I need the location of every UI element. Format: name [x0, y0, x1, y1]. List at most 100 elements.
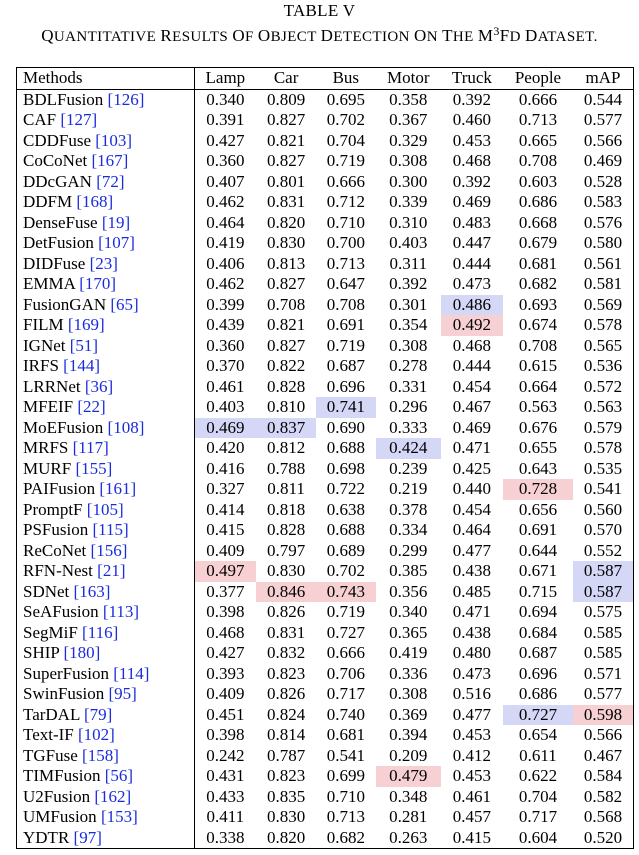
- value-cell-bus: 0.689: [326, 540, 365, 560]
- value-cell-map: 0.585: [583, 622, 623, 642]
- value-cell-people: 0.563: [518, 397, 558, 417]
- value-cell-truck: 0.473: [452, 274, 492, 294]
- value-cell-bus: 0.699: [326, 766, 365, 786]
- table-row: BDLFusion [126] 0.340 0.809 0.695 0.358 0.392…: [16, 89, 634, 110]
- value-cell-lamp: 0.407: [206, 171, 245, 191]
- value-cell-people: 0.674: [518, 315, 558, 335]
- table-row: SDNet [163] 0.377 0.846 0.743 0.356 0.485 0.71…: [16, 581, 634, 602]
- citation-link[interactable]: [65]: [110, 294, 139, 314]
- value-cell-lamp: 0.431: [206, 766, 245, 786]
- method-name: SHIP [180]: [16, 643, 195, 664]
- column-header-car: Car: [256, 67, 316, 90]
- value-cell-lamp: 0.411: [206, 807, 245, 827]
- value-cell-truck: 0.471: [452, 438, 492, 458]
- citation-link[interactable]: [102]: [78, 725, 115, 745]
- value-cell-bus: 0.698: [326, 458, 365, 478]
- citation-link[interactable]: [115]: [92, 520, 129, 540]
- value-cell-people: 0.681: [518, 253, 558, 273]
- value-cell-car: 0.809: [266, 89, 306, 109]
- citation-link[interactable]: [126]: [107, 89, 145, 109]
- citation-link[interactable]: [156]: [90, 540, 128, 560]
- value-cell-people: 0.611: [519, 745, 557, 765]
- value-cell-truck: 0.438: [452, 561, 492, 581]
- value-cell-bus: 0.688: [326, 438, 365, 458]
- table-row: Text-IF [102] 0.398 0.814 0.681 0.394 0.453 0.…: [16, 725, 634, 746]
- citation-link[interactable]: [158]: [82, 745, 119, 765]
- method-name: CoCoNet [167]: [16, 151, 195, 172]
- value-cell-lamp: 0.427: [206, 643, 245, 663]
- value-cell-motor: 0.336: [389, 663, 428, 683]
- column-header-methods: Methods: [16, 67, 195, 90]
- value-cell-map: 0.569: [583, 294, 623, 314]
- value-cell-lamp: 0.327: [206, 479, 245, 499]
- value-cell-people: 0.686: [518, 684, 558, 704]
- citation-link[interactable]: [161]: [99, 479, 137, 499]
- value-cell-car: 0.818: [266, 499, 306, 519]
- value-cell-people: 0.715: [518, 581, 558, 601]
- citation-link[interactable]: [105]: [86, 499, 124, 519]
- citation-link[interactable]: [113]: [102, 602, 140, 622]
- value-cell-bus: 0.638: [326, 499, 365, 519]
- citation-link[interactable]: [168]: [76, 192, 114, 212]
- value-cell-motor: 0.278: [389, 356, 428, 376]
- citation-link[interactable]: [97]: [73, 827, 102, 847]
- value-cell-bus: 0.681: [326, 725, 365, 745]
- citation-link[interactable]: [163]: [73, 581, 111, 601]
- value-cell-truck: 0.457: [452, 807, 492, 827]
- value-cell-people: 0.676: [518, 417, 558, 437]
- citation-link[interactable]: [103]: [95, 130, 133, 150]
- citation-link[interactable]: [127]: [60, 110, 98, 130]
- citation-link[interactable]: [114]: [113, 663, 150, 683]
- results-table: Methods Lamp Car Bus Motor Truck People mAP BDL…: [16, 67, 634, 849]
- citation-link[interactable]: [23]: [89, 253, 118, 273]
- value-cell-car: 0.821: [266, 315, 306, 335]
- value-cell-truck: 0.440: [452, 479, 492, 499]
- value-cell-bus: 0.702: [326, 110, 365, 130]
- citation-link[interactable]: [170]: [79, 274, 117, 294]
- citation-link[interactable]: [56]: [104, 766, 134, 786]
- value-cell-lamp: 0.420: [206, 438, 245, 458]
- column-header-people: People: [502, 67, 574, 90]
- method-name: UMFusion [153]: [16, 807, 195, 828]
- value-cell-truck: 0.492: [440, 315, 503, 336]
- citation-link[interactable]: [180]: [63, 643, 101, 663]
- value-cell-truck: 0.453: [452, 130, 492, 150]
- value-cell-map: 0.528: [583, 171, 623, 191]
- citation-link[interactable]: [107]: [98, 233, 135, 253]
- value-cell-car: 0.822: [266, 356, 306, 376]
- value-cell-car: 0.801: [266, 171, 306, 191]
- value-cell-bus: 0.682: [326, 827, 365, 847]
- value-cell-bus: 0.706: [326, 663, 365, 683]
- table-row: PromptF [105] 0.414 0.818 0.638 0.378 0.454 0.…: [16, 499, 634, 520]
- value-cell-people: 0.717: [518, 807, 558, 827]
- citation-link[interactable]: [72]: [96, 171, 125, 191]
- citation-link[interactable]: [144]: [63, 356, 100, 376]
- citation-link[interactable]: [108]: [107, 417, 145, 437]
- citation-link[interactable]: [116]: [82, 622, 119, 642]
- citation-link[interactable]: [79]: [83, 704, 113, 724]
- citation-link[interactable]: [95]: [108, 684, 137, 704]
- value-cell-lamp: 0.433: [206, 786, 245, 806]
- citation-link[interactable]: [117]: [72, 438, 109, 458]
- table-row: PAIFusion [161] 0.327 0.811 0.722 0.219 0.440…: [16, 479, 634, 500]
- method-name: PAIFusion [161]: [16, 479, 195, 500]
- value-cell-map: 0.561: [583, 253, 623, 273]
- citation-link[interactable]: [155]: [75, 458, 113, 478]
- value-cell-truck: 0.444: [452, 356, 492, 376]
- value-cell-bus: 0.722: [326, 479, 365, 499]
- citation-link[interactable]: [162]: [94, 786, 132, 806]
- value-cell-truck: 0.454: [452, 499, 492, 519]
- citation-link[interactable]: [22]: [77, 397, 106, 417]
- citation-link[interactable]: [36]: [84, 376, 114, 396]
- citation-link[interactable]: [153]: [100, 807, 138, 827]
- table-row: DenseFuse [19] 0.464 0.820 0.710 0.310 0.483 0…: [16, 212, 634, 233]
- citation-link[interactable]: [51]: [69, 335, 99, 355]
- table-row: DDcGAN [72] 0.407 0.801 0.666 0.300 0.392 0.60…: [16, 171, 634, 192]
- value-cell-people: 0.654: [518, 725, 558, 745]
- citation-link[interactable]: [21]: [97, 561, 126, 581]
- citation-link[interactable]: [169]: [67, 315, 105, 335]
- citation-link[interactable]: [167]: [91, 151, 129, 171]
- citation-link[interactable]: [19]: [101, 212, 131, 232]
- value-cell-people: 0.671: [518, 561, 558, 581]
- value-cell-car: 0.814: [266, 725, 306, 745]
